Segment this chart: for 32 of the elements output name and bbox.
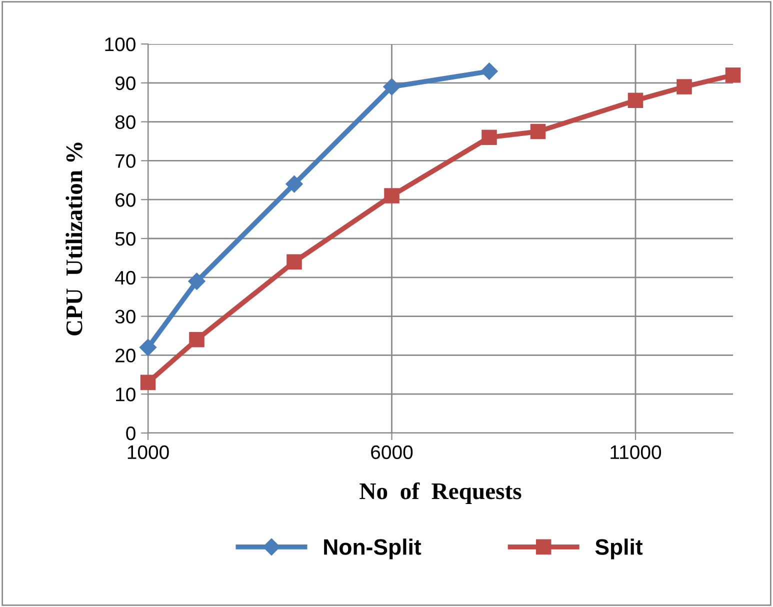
- y-tick-label: 40: [115, 270, 136, 285]
- point: [188, 272, 206, 290]
- point: [676, 79, 692, 94]
- x-tick-label: 1000: [128, 445, 169, 460]
- point: [189, 332, 204, 348]
- y-tick-label: 100: [105, 37, 136, 52]
- y-tick-label: 20: [116, 348, 136, 362]
- point: [139, 338, 157, 356]
- y-tick-label: 90: [115, 76, 136, 90]
- point: [480, 62, 498, 80]
- point: [482, 130, 497, 145]
- point: [530, 124, 546, 140]
- y-tick-label: 10: [116, 388, 136, 402]
- y-tick-label: 0: [126, 426, 136, 440]
- y-tick-label: 30: [115, 310, 136, 324]
- y-axis-title: CPU Utilization %: [66, 142, 82, 336]
- point: [628, 92, 644, 108]
- point: [384, 188, 400, 204]
- legend-label: Split: [595, 538, 643, 560]
- y-tick-label: 70: [116, 154, 136, 168]
- x-tick-label: 11000: [610, 445, 662, 460]
- x-axis-title: No of Requests: [360, 482, 522, 504]
- point: [725, 67, 741, 83]
- y-tick-label: 60: [116, 193, 136, 207]
- y-tick-label: 50: [115, 232, 136, 246]
- y-tick-label: 80: [115, 115, 136, 130]
- x-tick-label: 6000: [371, 445, 413, 460]
- legend-label: Non-Split: [324, 538, 422, 560]
- point: [286, 175, 303, 193]
- point: [383, 78, 400, 96]
- point: [140, 374, 156, 390]
- point: [286, 254, 302, 270]
